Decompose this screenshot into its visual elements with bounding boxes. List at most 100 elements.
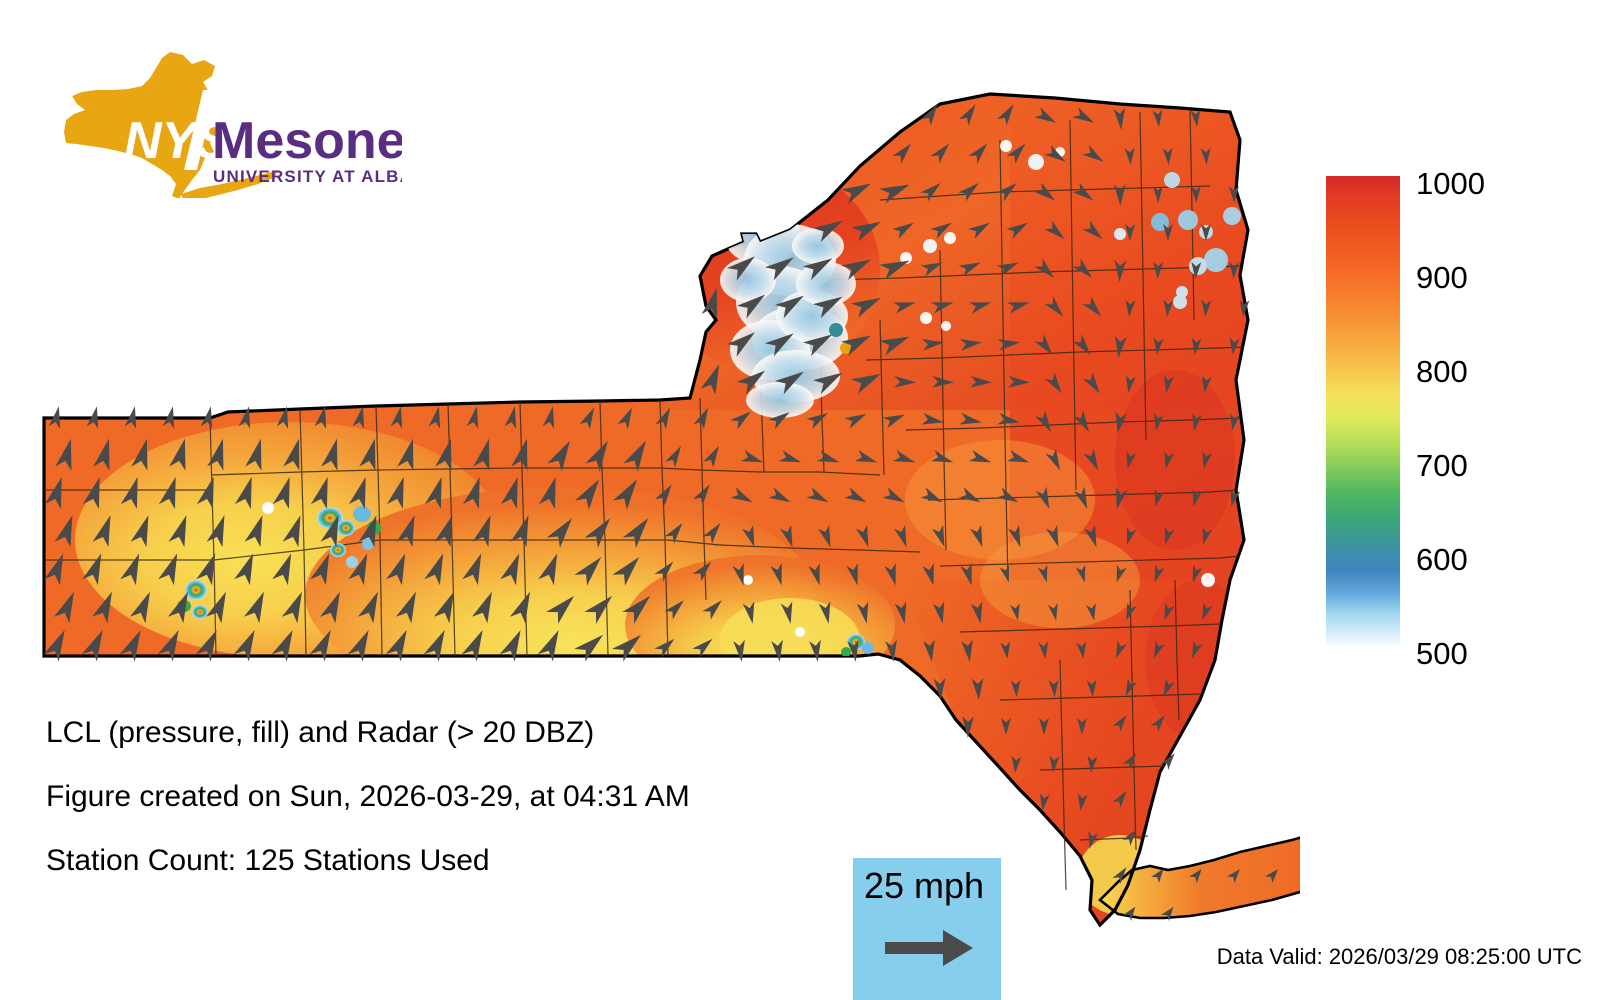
wind-arrow (1047, 603, 1058, 621)
wind-arrow (612, 634, 642, 662)
wind-arrow (1034, 258, 1054, 278)
wind-arrow (1044, 372, 1062, 394)
wind-arrow (922, 563, 934, 586)
wind-arrow (1125, 375, 1136, 393)
wind-arrow (1072, 182, 1094, 201)
wind-arrow (93, 438, 110, 471)
wind-arrow (1044, 144, 1066, 162)
wind-arrow (892, 449, 916, 463)
wind-arrow (1201, 299, 1212, 317)
wind-legend-label: 25 mph (864, 865, 985, 906)
wind-arrow (854, 449, 878, 463)
figure-caption: LCL (pressure, fill) and Radar (> 20 DBZ… (46, 718, 690, 910)
wind-arrow (310, 553, 330, 586)
wind-arrow (818, 601, 831, 624)
wind-arrow (968, 222, 990, 240)
logo-divider (184, 90, 216, 170)
wind-arrow (1006, 449, 1030, 463)
wind-arrow (732, 563, 744, 586)
wind-arrow (771, 639, 783, 662)
wind-arrow (764, 257, 794, 281)
wind-arrow (1007, 302, 1030, 314)
wind-arrow (428, 406, 441, 429)
wind-arrow (1229, 337, 1240, 355)
wind-arrow (1011, 755, 1022, 773)
wind-arrow (809, 639, 821, 662)
wind-arrow (844, 487, 867, 503)
wind-arrow (841, 183, 871, 204)
wind-arrow (770, 563, 782, 586)
wind-arrow (538, 553, 558, 586)
wind-arrow (1077, 717, 1088, 735)
wind-arrow (1037, 564, 1048, 583)
wind-arrow (701, 287, 718, 319)
wind-arrow (272, 476, 290, 509)
wind-arrow (920, 182, 941, 202)
wind-arrow (314, 406, 327, 429)
wind-arrow (1202, 602, 1213, 621)
wind-arrow (1087, 755, 1098, 773)
wind-arrow (1048, 679, 1059, 697)
wind-arrow (1192, 564, 1203, 583)
wind-arrow (320, 515, 339, 548)
wind-arrow (281, 591, 302, 624)
colorbar-tick-500: 500 (1416, 636, 1468, 671)
wind-arrow (959, 339, 982, 351)
wind-arrow (1114, 335, 1127, 358)
wind-arrow (1164, 526, 1175, 545)
wind-arrow (1202, 526, 1213, 545)
wind-arrow (1229, 261, 1240, 279)
wind-arrow (778, 449, 802, 463)
wind-arrow (1006, 222, 1028, 240)
wind-arrow (499, 629, 521, 662)
wind-arrow (851, 221, 882, 242)
wind-arrow (1000, 641, 1011, 659)
wind-arrow (385, 629, 407, 662)
wind-arrow (1228, 185, 1239, 203)
wind-arrow (579, 407, 595, 430)
data-valid-timestamp: Data Valid: 2026/03/29 08:25:00 UTC (1216, 944, 1582, 969)
wind-arrow (234, 476, 252, 509)
wind-arrow (1008, 375, 1030, 388)
wind-arrow (546, 518, 573, 548)
wind-arrow (932, 375, 954, 388)
wind-arrow (692, 561, 712, 582)
wind-arrow (1152, 109, 1163, 127)
wind-arrow (1124, 147, 1135, 165)
wind-arrow (466, 406, 479, 429)
wind-arrow (1010, 679, 1021, 697)
logo-svg: NYS Mesonet UNIVERSITY AT ALBANY (64, 52, 402, 198)
wind-arrow (1163, 223, 1174, 241)
radar-layer (177, 140, 1241, 657)
wind-arrow (664, 522, 683, 544)
lcl-radar-map (42, 92, 1300, 928)
wind-arrow (234, 553, 254, 586)
wind-arrow (48, 406, 61, 429)
wind-arrow (1189, 868, 1202, 883)
wind-arrow (851, 373, 882, 394)
wind-arrow (1112, 715, 1127, 732)
wind-arrow (920, 104, 938, 126)
wind-arrow (1006, 143, 1026, 164)
wind-arrow (82, 553, 102, 586)
wind-arrow (884, 563, 896, 586)
wind-arrow (1201, 375, 1212, 393)
wind-arrow (733, 639, 745, 662)
wind-arrow (968, 143, 988, 164)
wind-arrow (1201, 223, 1212, 241)
wind-arrow (1076, 641, 1087, 659)
logo-subtitle-text: UNIVERSITY AT ALBANY (213, 167, 402, 186)
wind-arrow (1126, 526, 1137, 545)
logo-nys-text: NYS (124, 112, 231, 170)
wind-arrow (1045, 524, 1059, 548)
wind-arrow (1230, 488, 1241, 507)
wind-arrow (779, 524, 793, 548)
wind-arrow (509, 591, 530, 624)
wind-arrow (812, 220, 843, 243)
wind-arrow (1264, 869, 1279, 884)
wind-arrow (1113, 184, 1126, 206)
radar-cell-isolated (262, 502, 274, 514)
wind-arrow (1039, 717, 1050, 735)
wind-arrow (547, 440, 570, 472)
wind-arrow (894, 375, 916, 388)
